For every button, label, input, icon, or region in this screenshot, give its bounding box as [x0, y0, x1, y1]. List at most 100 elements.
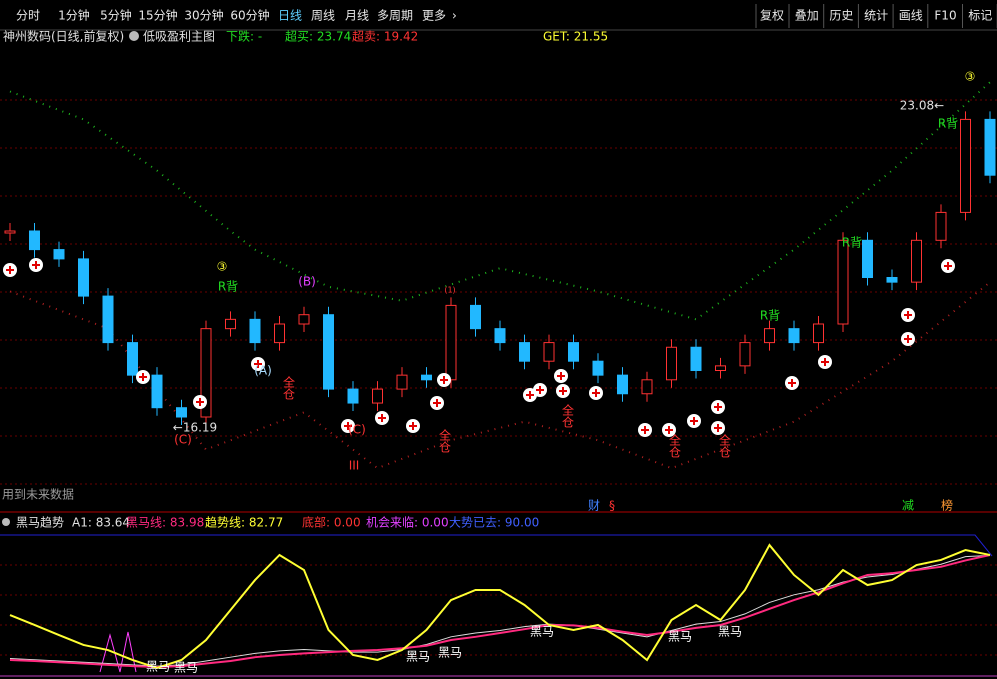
candle — [935, 211, 947, 241]
toolbar-button[interactable]: 历史 — [829, 9, 853, 23]
period-tab[interactable]: 30分钟 — [184, 8, 223, 23]
annotation: ③ — [217, 260, 228, 274]
signal-plus — [378, 414, 386, 422]
readout: GET: 21.55 — [543, 30, 608, 44]
signal-plus — [944, 262, 952, 270]
period-tab[interactable]: 5分钟 — [100, 8, 132, 23]
signal-plus — [714, 424, 722, 432]
readout: 黑马线: 83.98 — [126, 516, 204, 530]
indicator-name[interactable]: 低吸盈利主图 — [143, 30, 215, 44]
signal-label: 黑马 — [438, 646, 462, 660]
candle — [151, 374, 163, 409]
period-tab[interactable]: 1分钟 — [58, 8, 90, 23]
spike — [99, 631, 137, 673]
candle — [837, 239, 849, 325]
signal-plus — [904, 311, 912, 319]
candle — [911, 239, 922, 283]
annotation: 减 — [902, 499, 914, 513]
annotation: 全仓 — [668, 433, 682, 458]
signal-plus — [440, 376, 448, 384]
signal-plus — [32, 261, 40, 269]
dropdown-icon[interactable] — [2, 518, 10, 526]
readout: 下跌: - — [226, 29, 262, 44]
signal-plus — [344, 422, 352, 430]
candle — [78, 258, 89, 297]
annotation: (B) — [298, 275, 316, 289]
toolbar-button[interactable]: 复权 — [760, 9, 784, 23]
candle — [274, 323, 285, 344]
signal-label: 黑马 — [668, 630, 692, 644]
signal-plus — [592, 389, 600, 397]
annotation: (C) — [348, 423, 366, 437]
annotation: III — [349, 459, 360, 473]
period-tab[interactable]: 多周期 — [377, 9, 413, 23]
candle — [764, 328, 775, 344]
candle — [715, 365, 726, 372]
annotation: 全仓 — [282, 375, 296, 400]
signal-plus — [904, 335, 912, 343]
period-tab[interactable]: 更多 — [422, 9, 446, 23]
period-tab[interactable]: 15分钟 — [138, 8, 177, 23]
signal-plus — [6, 266, 14, 274]
signal-plus — [665, 426, 673, 434]
period-tab[interactable]: 分时 — [16, 9, 40, 23]
period-tab[interactable]: 周线 — [311, 9, 335, 23]
toolbar-button[interactable]: 画线 — [899, 9, 923, 23]
candle — [4, 230, 16, 234]
signal-plus — [690, 417, 698, 425]
toolbar-button[interactable]: 统计 — [864, 9, 888, 23]
candle — [298, 314, 310, 325]
candle — [470, 304, 481, 330]
candle — [347, 388, 359, 404]
candle — [641, 379, 653, 395]
candle — [568, 342, 579, 362]
candle — [886, 277, 898, 283]
signal-label: 黑马 — [146, 660, 170, 674]
period-tab[interactable]: 日线 — [278, 9, 302, 23]
candle — [127, 342, 138, 376]
annotation: ③ — [965, 70, 976, 84]
signal-label: 黑马 — [406, 650, 430, 664]
candle — [396, 374, 408, 390]
lower-band — [9, 281, 991, 470]
candle — [102, 295, 114, 344]
annotation: (1) — [444, 286, 455, 295]
signal-plus — [433, 399, 441, 407]
upper-band — [9, 81, 991, 321]
dropdown-icon[interactable] — [129, 31, 139, 41]
period-tab[interactable]: 60分钟 — [230, 8, 269, 23]
candle — [543, 342, 555, 362]
toolbar-button[interactable]: 叠加 — [795, 9, 819, 23]
candle — [225, 318, 236, 330]
candle — [29, 230, 40, 251]
candle — [249, 318, 261, 344]
readout: 超买: 23.74 — [285, 29, 351, 44]
more-arrow: › — [452, 9, 457, 23]
candle — [984, 118, 996, 176]
toolbar-button[interactable]: F10 — [934, 9, 956, 23]
toolbar-button[interactable]: 标记 — [968, 9, 992, 23]
signal-plus — [821, 358, 829, 366]
candle — [445, 304, 457, 381]
period-tab[interactable]: 月线 — [345, 9, 369, 23]
signal-plus — [409, 422, 417, 430]
indicator-title: 黑马趋势 — [16, 516, 64, 530]
annotation: R背 — [218, 280, 238, 294]
signal-plus — [196, 398, 204, 406]
signal-plus — [139, 373, 147, 381]
note: 用到未来数据 — [2, 487, 74, 502]
signal-plus — [559, 387, 567, 395]
readout: A1: 83.64 — [72, 516, 130, 530]
signal-plus — [536, 386, 544, 394]
annotation: 23.08← — [900, 99, 944, 113]
annotation: (A) — [254, 364, 272, 378]
candle — [617, 374, 628, 395]
annotation: R背 — [938, 117, 958, 131]
annotation: § — [609, 499, 615, 513]
candle — [494, 328, 506, 344]
candle — [176, 407, 187, 418]
annotation: 全仓 — [718, 433, 732, 458]
annotation: (C) — [174, 433, 192, 447]
